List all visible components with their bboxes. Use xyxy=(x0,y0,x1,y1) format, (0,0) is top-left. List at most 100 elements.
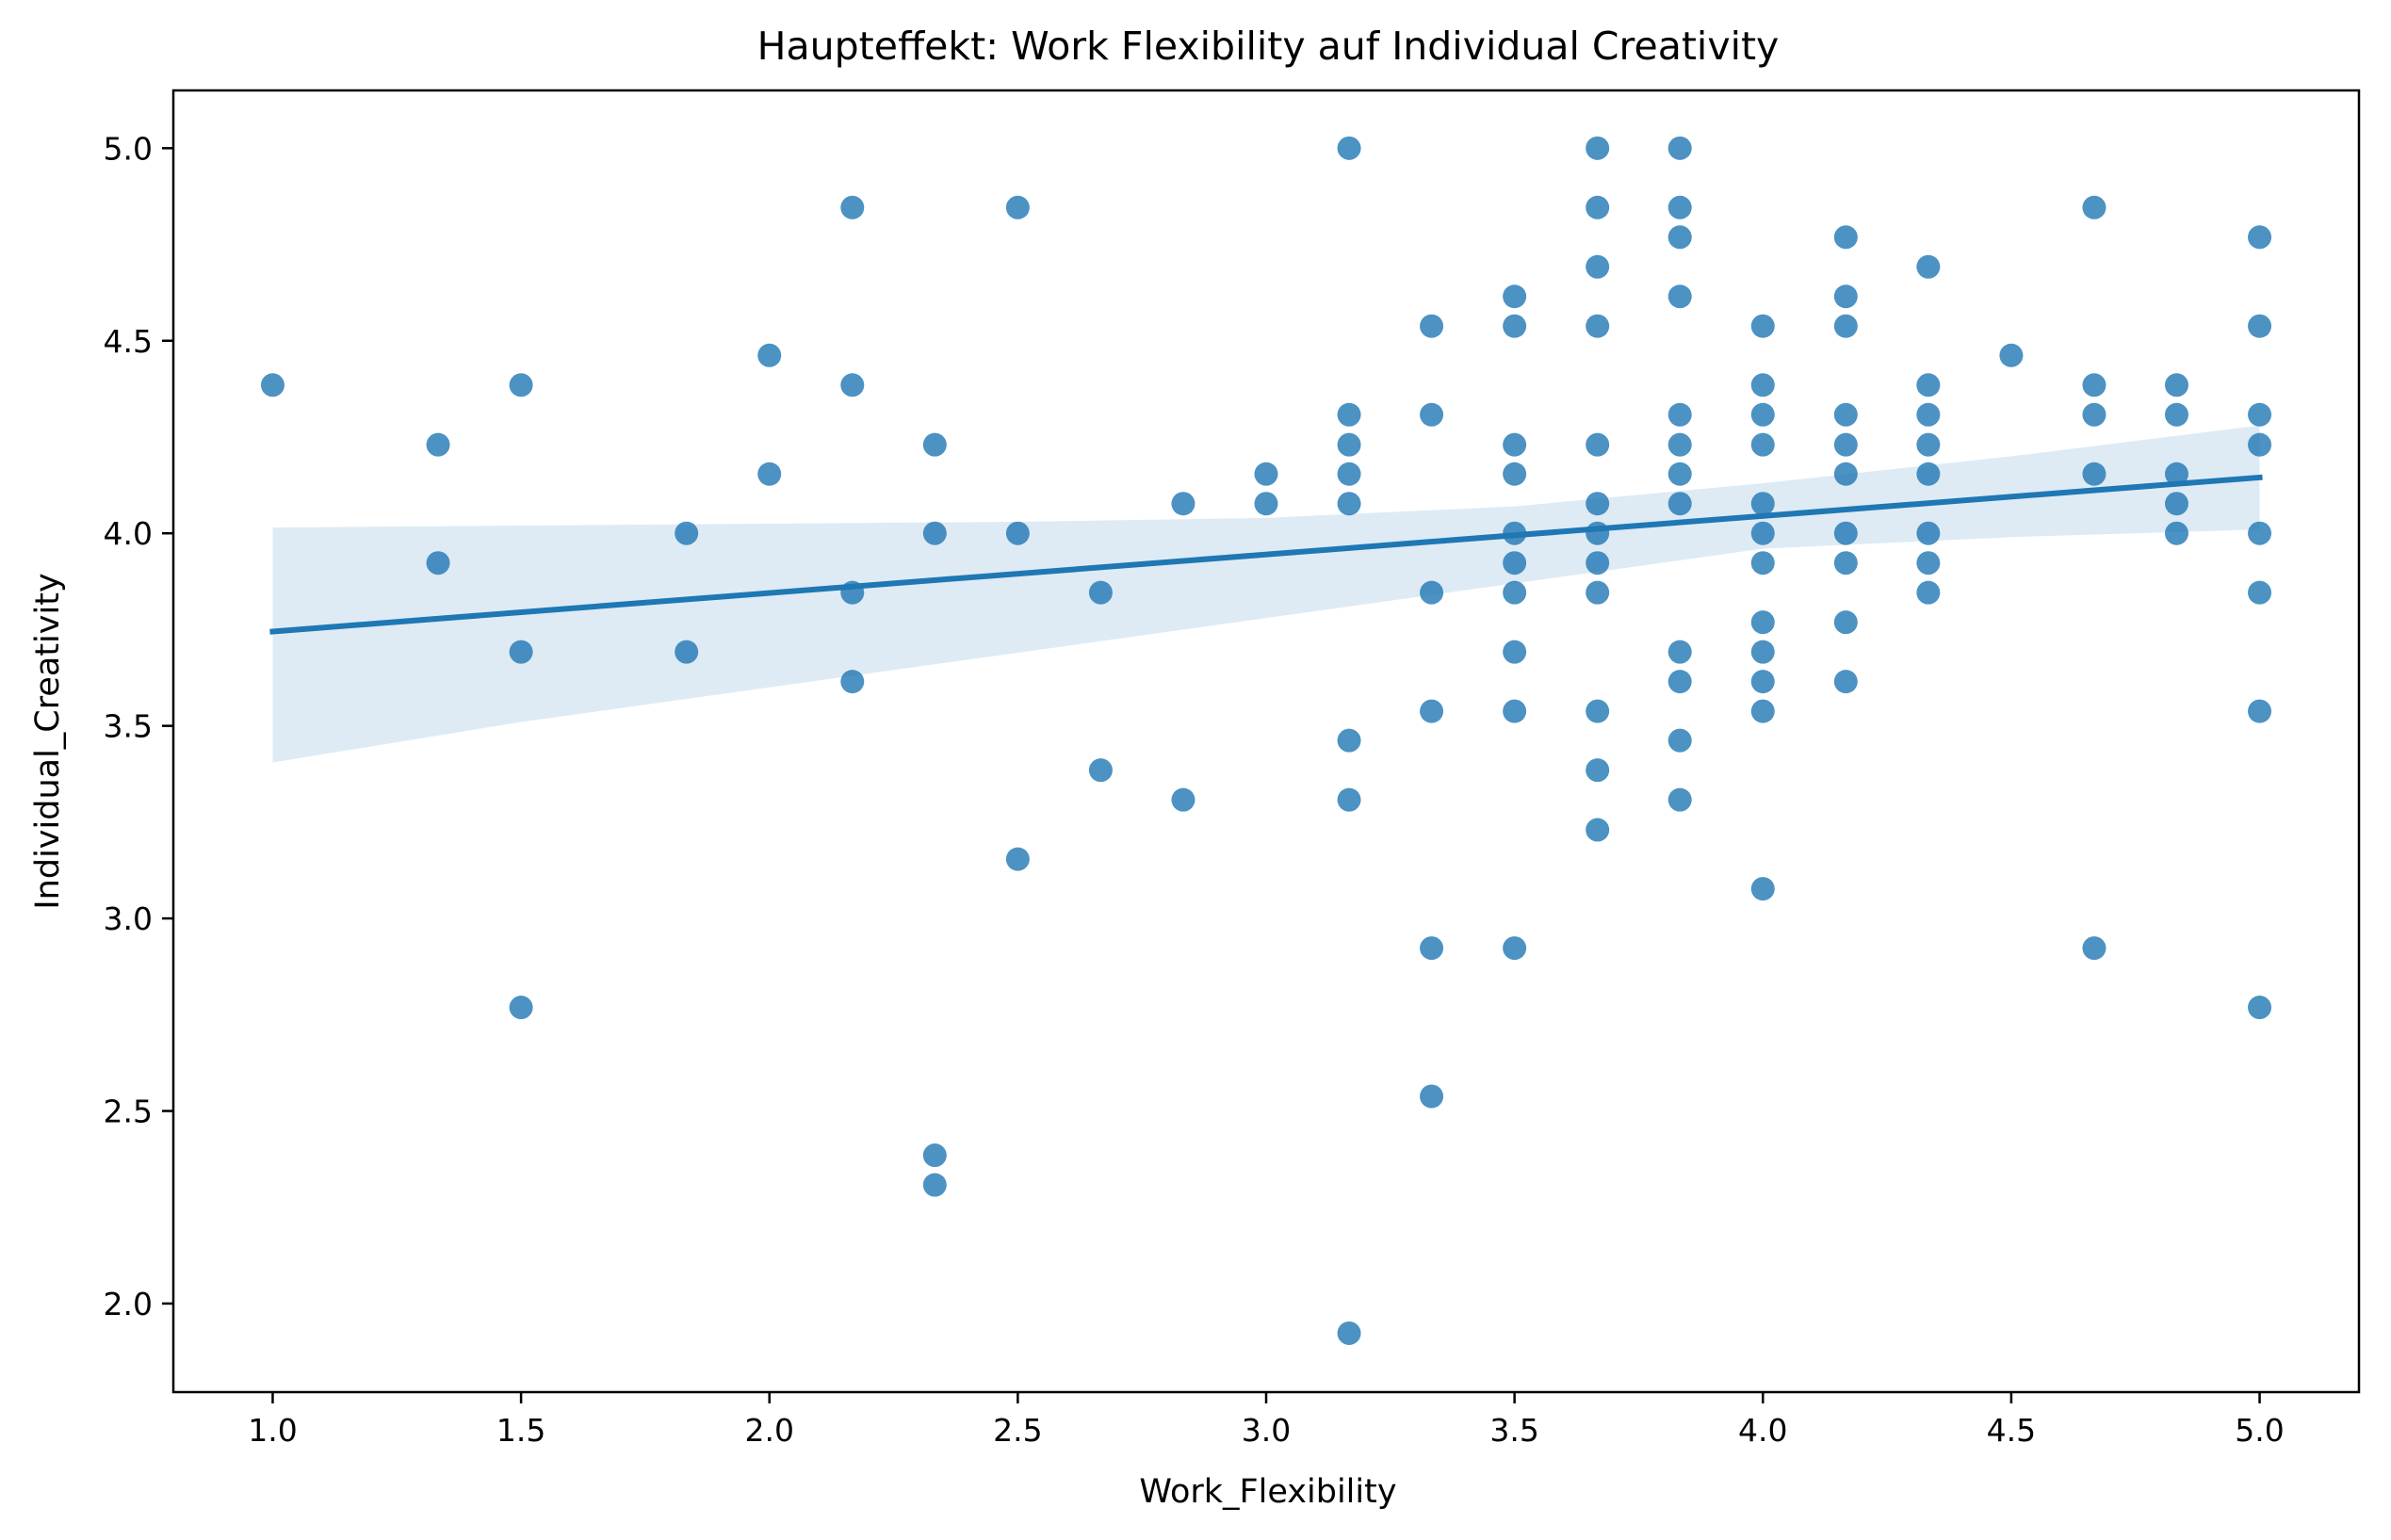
data-point xyxy=(1750,521,1775,545)
data-point xyxy=(1337,432,1361,457)
data-point xyxy=(1088,758,1113,783)
data-point xyxy=(2248,314,2272,338)
data-point xyxy=(1337,1321,1361,1345)
data-point xyxy=(1916,373,1941,397)
data-point xyxy=(1750,402,1775,427)
data-point xyxy=(1337,402,1361,427)
data-point xyxy=(840,195,865,219)
data-point xyxy=(1503,432,1527,457)
data-point xyxy=(1833,551,1858,575)
data-point xyxy=(1337,462,1361,486)
data-point xyxy=(1916,551,1941,575)
data-point xyxy=(1916,521,1941,545)
data-point xyxy=(1503,314,1527,338)
data-point xyxy=(1420,402,1444,427)
data-point xyxy=(757,462,782,486)
data-point xyxy=(1750,314,1775,338)
data-point xyxy=(1586,136,1610,160)
data-point xyxy=(1586,551,1610,575)
data-point xyxy=(1420,699,1444,723)
x-axis: 1.0 1.5 2.0 2.5 3.0 3.5 4.0 4.5 5.0 xyxy=(248,1392,2285,1449)
data-point xyxy=(1586,314,1610,338)
data-point xyxy=(1750,877,1775,901)
data-point xyxy=(2164,462,2188,486)
data-point xyxy=(922,1143,947,1168)
x-tick-label: 2.5 xyxy=(993,1412,1042,1449)
data-point xyxy=(1586,195,1610,219)
data-point xyxy=(1750,492,1775,516)
data-point xyxy=(1503,936,1527,961)
y-tick-label: 3.0 xyxy=(104,900,153,937)
data-point xyxy=(1586,521,1610,545)
plot-area xyxy=(260,136,2272,1345)
data-point xyxy=(1750,373,1775,397)
data-point xyxy=(757,343,782,367)
data-point xyxy=(1667,195,1692,219)
data-point xyxy=(922,432,947,457)
data-point xyxy=(1171,492,1196,516)
data-point xyxy=(1337,728,1361,753)
data-point xyxy=(1088,580,1113,605)
data-point xyxy=(1750,551,1775,575)
data-point xyxy=(1005,847,1030,871)
data-point xyxy=(1503,284,1527,309)
data-point xyxy=(1667,462,1692,486)
x-tick-label: 3.5 xyxy=(1489,1412,1538,1449)
data-point xyxy=(1586,758,1610,783)
x-tick-label: 1.0 xyxy=(248,1412,297,1449)
data-point xyxy=(2082,402,2106,427)
data-point xyxy=(1420,1084,1444,1109)
data-point xyxy=(1667,432,1692,457)
data-point xyxy=(675,640,699,664)
data-point xyxy=(426,432,450,457)
data-point xyxy=(2082,195,2106,219)
regression-line xyxy=(269,474,2263,635)
data-point xyxy=(1667,670,1692,694)
data-point xyxy=(1337,787,1361,812)
data-point xyxy=(1916,432,1941,457)
data-point xyxy=(2164,373,2188,397)
data-point xyxy=(509,996,533,1020)
y-axis-label: Individual_Creativity xyxy=(29,573,67,909)
data-point xyxy=(1667,402,1692,427)
data-point xyxy=(1750,699,1775,723)
data-point xyxy=(1667,787,1692,812)
x-axis-label: Work_Flexibility xyxy=(1139,1473,1396,1511)
data-point xyxy=(1503,640,1527,664)
data-point xyxy=(2082,373,2106,397)
data-point xyxy=(2248,402,2272,427)
data-point xyxy=(1667,225,1692,250)
data-point xyxy=(2248,521,2272,545)
y-tick-label: 4.0 xyxy=(104,515,153,552)
data-point xyxy=(2082,462,2106,486)
data-point xyxy=(1750,640,1775,664)
data-point xyxy=(1667,728,1692,753)
data-point xyxy=(1999,343,2024,367)
data-point xyxy=(1503,462,1527,486)
data-point xyxy=(1833,670,1858,694)
data-point xyxy=(2248,699,2272,723)
data-point xyxy=(1833,432,1858,457)
y-tick-label: 2.0 xyxy=(104,1286,153,1322)
data-point xyxy=(1916,462,1941,486)
data-point xyxy=(1833,402,1858,427)
x-tick-label: 4.0 xyxy=(1738,1412,1787,1449)
data-point xyxy=(2164,402,2188,427)
data-point xyxy=(1503,699,1527,723)
y-tick-label: 3.5 xyxy=(104,708,153,745)
data-point xyxy=(1586,818,1610,842)
data-point xyxy=(1667,640,1692,664)
chart-title: Haupteffekt: Work Flexibility auf Indivi… xyxy=(757,24,1780,69)
y-axis: 2.0 2.5 3.0 3.5 4.0 4.5 5.0 xyxy=(104,130,173,1322)
data-point xyxy=(2248,996,2272,1020)
data-point xyxy=(1667,136,1692,160)
x-tick-label: 1.5 xyxy=(496,1412,545,1449)
data-point xyxy=(1171,787,1196,812)
data-point xyxy=(509,373,533,397)
data-point xyxy=(1420,936,1444,961)
data-point xyxy=(1916,254,1941,279)
data-point xyxy=(1750,670,1775,694)
data-point xyxy=(840,373,865,397)
data-point xyxy=(1503,580,1527,605)
